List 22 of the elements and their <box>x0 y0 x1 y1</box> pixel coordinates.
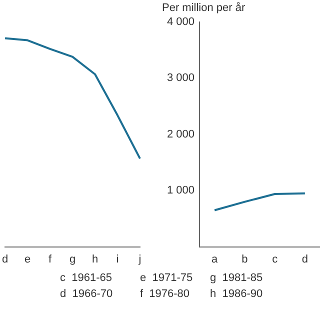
text: h 1986-90 <box>210 288 263 300</box>
x-tick-label: c <box>272 253 278 266</box>
x-tick-label: e <box>24 253 31 266</box>
text: e 1971-75 <box>140 272 193 284</box>
text: g 1981-85 <box>210 272 263 284</box>
y-tick-label: 1 000 <box>166 184 195 197</box>
x-tick-label: j <box>138 253 142 266</box>
x-tick-label: h <box>92 253 98 266</box>
x-tick-label: f <box>48 253 53 266</box>
y-tick-label: 4 000 <box>166 16 195 28</box>
text: c 1961-65 <box>60 272 112 284</box>
y-axis-title: Per million per år <box>162 2 246 14</box>
text: f 1976-80 <box>140 288 190 300</box>
x-tick-label: g <box>69 253 76 266</box>
y-tick-label: 3 000 <box>166 72 195 84</box>
text: d 1966-70 <box>60 288 113 300</box>
x-tick-label: d <box>302 253 308 266</box>
x-tick-label: d <box>2 253 8 266</box>
y-tick-label: 2 000 <box>166 128 195 140</box>
x-tick-label: b <box>242 253 248 266</box>
x-tick-label: a <box>212 253 219 266</box>
x-tick-label: i <box>116 253 119 266</box>
